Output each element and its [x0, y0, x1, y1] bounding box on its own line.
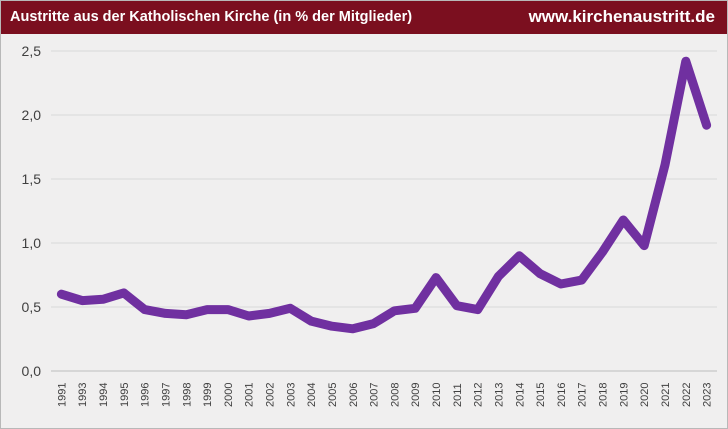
x-axis-ticks: 1991 1993 1994 1995 1996 1997 1998 1999 2000 2001…	[56, 383, 713, 407]
x-tick-label: 2017	[577, 383, 589, 407]
x-tick-label: 2002	[265, 383, 277, 407]
chart-header: Austritte aus der Katholischen Kirche (i…	[1, 1, 727, 34]
y-tick-label: 0,5	[22, 299, 42, 315]
y-tick-label: 1,5	[22, 171, 42, 187]
x-tick-label: 2011	[452, 383, 464, 407]
x-tick-label: 2013	[493, 383, 505, 407]
y-tick-label: 0,0	[22, 363, 42, 379]
x-tick-label: 1996	[140, 383, 152, 407]
website-label: www.kirchenaustritt.de	[528, 7, 715, 26]
x-tick-label: 1993	[77, 383, 89, 407]
series-layer	[56, 56, 712, 334]
y-axis-ticks: 0,0 0,5 1,0 1,5 2,0 2,5	[22, 43, 42, 379]
x-tick-label: 2022	[681, 383, 693, 407]
x-tick-label: 1991	[56, 383, 68, 407]
y-tick-label: 2,5	[22, 43, 42, 59]
x-tick-label: 2020	[639, 383, 651, 407]
x-tick-label: 2001	[244, 383, 256, 407]
x-tick-label: 1994	[98, 383, 110, 407]
x-tick-label: 1997	[160, 383, 172, 407]
x-tick-label: 2004	[306, 383, 318, 407]
x-tick-label: 2007	[369, 383, 381, 407]
x-tick-label: 2016	[556, 383, 568, 407]
y-tick-label: 2,0	[22, 107, 42, 123]
series-line	[56, 56, 712, 334]
x-tick-label: 1998	[181, 383, 193, 407]
x-tick-label: 2019	[618, 383, 630, 407]
x-tick-label: 2008	[389, 383, 401, 407]
x-tick-label: 2018	[598, 383, 610, 407]
x-tick-label: 2012	[473, 383, 485, 407]
x-tick-label: 2021	[660, 383, 672, 407]
x-tick-label: 2014	[514, 383, 526, 407]
gridlines	[51, 50, 717, 372]
x-tick-label: 2023	[702, 383, 714, 407]
chart-title: Austritte aus der Katholischen Kirche (i…	[10, 9, 413, 25]
y-tick-label: 1,0	[22, 235, 42, 251]
x-tick-label: 2015	[535, 383, 547, 407]
x-tick-label: 2006	[348, 383, 360, 407]
x-tick-label: 1995	[119, 383, 131, 407]
x-tick-label: 2010	[431, 383, 443, 407]
x-tick-label: 2009	[410, 383, 422, 407]
x-tick-label: 2000	[223, 383, 235, 407]
x-tick-label: 2003	[285, 383, 297, 407]
x-tick-label: 1999	[202, 383, 214, 407]
x-tick-label: 2005	[327, 383, 339, 407]
